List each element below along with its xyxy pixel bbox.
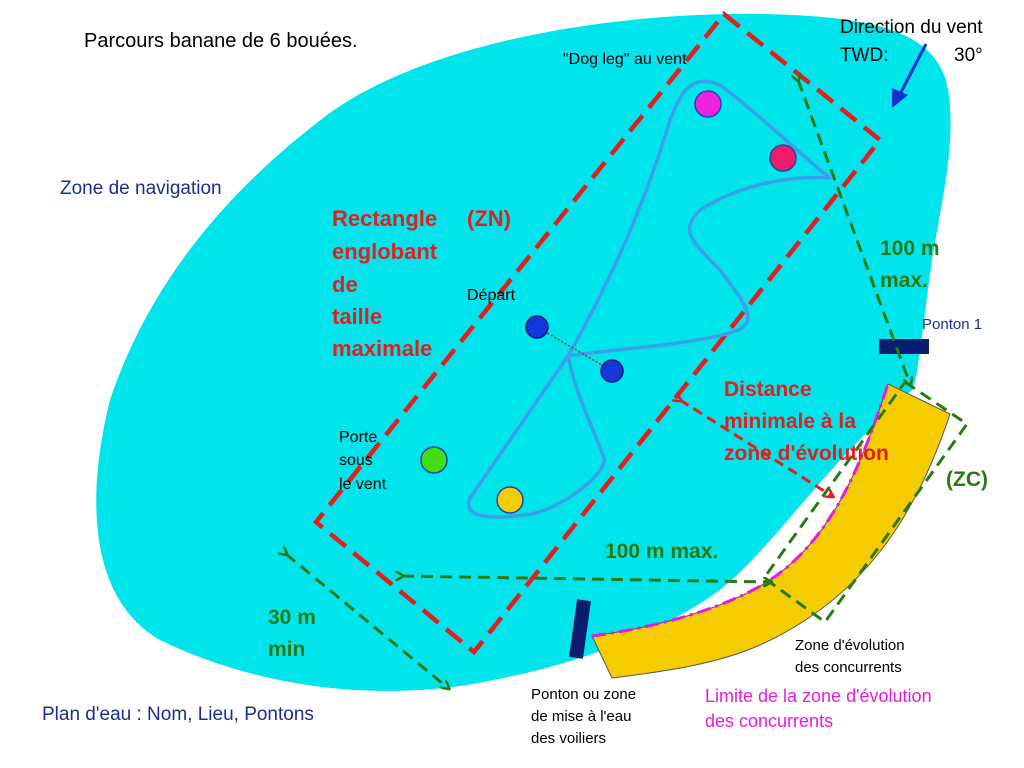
start-line <box>536 326 613 372</box>
buoy-gate-green <box>420 446 448 474</box>
max100-bottom-label: 100 m max. <box>605 540 719 563</box>
arrow-100m-right <box>798 80 910 384</box>
wind-value: 30° <box>954 45 983 66</box>
start-label: Départ <box>467 287 516 304</box>
rectangle-line5: maximale <box>332 336 433 361</box>
buoy-dogleg-upwind <box>694 90 722 118</box>
rectangle-line2: englobant <box>332 239 438 264</box>
limit-line2: des concurrents <box>705 711 834 731</box>
buoy-gate-yellow <box>496 486 524 514</box>
competitors-limit-line <box>591 383 890 638</box>
navigation-zone <box>96 13 951 691</box>
evolution-zone-line2: des concurrents <box>795 659 902 676</box>
buoy-start-left <box>525 315 549 339</box>
dogleg-label: "Dog leg" au vent <box>563 51 687 68</box>
navigation-zone-label: Zone de navigation <box>60 178 222 199</box>
rectangle-line1: Rectangle <box>332 206 438 231</box>
pontoon-1-label: Ponton 1 <box>922 316 983 333</box>
wind-label: TWD: <box>840 45 889 66</box>
rectangle-line3: de <box>332 272 358 297</box>
min-distance-line2: minimale à la <box>724 410 856 433</box>
min30-line2: min <box>268 638 306 661</box>
zc-label: (ZC) <box>946 468 988 491</box>
min-distance-line1: Distance <box>724 378 812 401</box>
zc-rectangle <box>761 379 970 625</box>
water-plan-label: Plan d'eau : Nom, Lieu, Pontons <box>42 704 314 725</box>
wind-arrow-icon <box>892 43 928 108</box>
gate-label-line3: le vent <box>339 476 387 493</box>
launch-label-line3: des voiliers <box>531 730 607 747</box>
buoy-start-right <box>600 359 624 383</box>
evolution-zone-line1: Zone d'évolution <box>795 637 905 654</box>
launch-label-line1: Ponton ou zone <box>531 686 637 703</box>
arrow-100m-bottom <box>402 576 770 582</box>
rectangle-tag: (ZN) <box>467 206 511 231</box>
wind-heading: Direction du vent <box>840 17 983 38</box>
pontoon-launch <box>569 599 591 659</box>
min-distance-line3: zone d'évolution <box>724 442 889 465</box>
course-path <box>466 79 832 519</box>
pontoon-1 <box>879 339 929 354</box>
diagram-title: Parcours banane de 6 bouées. <box>84 30 358 52</box>
gate-label-line1: Porte <box>339 429 378 446</box>
max100-right-line2: max. <box>880 269 928 292</box>
min30-line1: 30 m <box>268 606 316 629</box>
arrow-min-distance <box>680 400 832 496</box>
limit-line1: Limite de la zone d'évolution <box>705 686 932 706</box>
arrow-30m-min <box>286 554 448 688</box>
rectangle-line4: taille <box>332 304 383 329</box>
max100-right-line1: 100 m <box>880 237 940 260</box>
gate-label-line2: sous <box>339 452 373 469</box>
competitors-zone <box>591 383 951 679</box>
buoy-upwind <box>769 144 797 172</box>
launch-label-line2: de mise à l'eau <box>531 708 632 725</box>
